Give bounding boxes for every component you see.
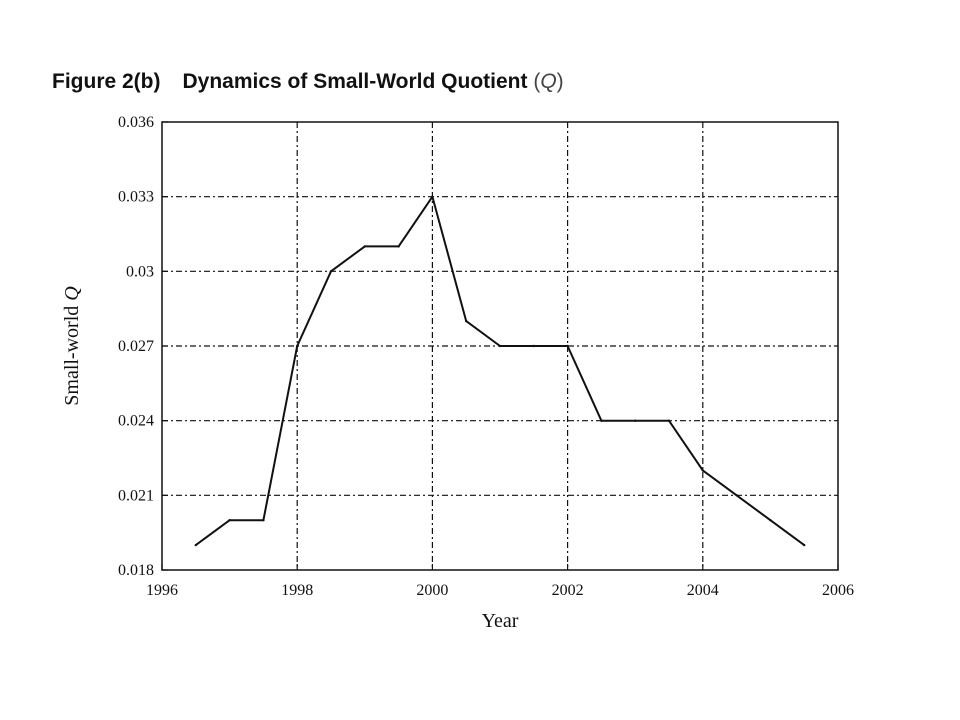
figure-number: Figure 2(b) — [52, 70, 161, 93]
x-tick-label: 2000 — [416, 582, 448, 599]
data-point — [329, 270, 333, 273]
y-tick-label: 0.027 — [118, 338, 154, 355]
figure-title-text: Dynamics of Small-World Quotient — [182, 70, 528, 93]
x-tick-label: 1998 — [281, 582, 313, 599]
data-point — [397, 245, 400, 248]
data-point — [634, 419, 637, 422]
series-line — [195, 195, 805, 546]
y-axis-label: Small-world Q — [61, 286, 83, 406]
data-point — [296, 344, 299, 348]
y-tick-label: 0.018 — [118, 562, 154, 579]
x-tick-label: 1996 — [146, 582, 178, 599]
y-tick-label: 0.033 — [118, 189, 154, 206]
data-point — [600, 419, 603, 422]
data-point — [667, 419, 671, 422]
data-point — [769, 519, 772, 522]
y-tick-label: 0.036 — [118, 114, 154, 131]
grid-layer — [162, 122, 838, 570]
y-tick-label: 0.03 — [126, 263, 154, 280]
labels-layer: 1996 1998 2000 2002 2004 2006 0.018 0.021 0.024 0… — [118, 114, 854, 599]
y-tick-label: 0.024 — [118, 413, 154, 430]
x-tick-label: 2004 — [687, 582, 719, 599]
x-tick-label: 2006 — [822, 582, 854, 599]
data-point — [735, 494, 738, 497]
y-tick-label: 0.021 — [118, 487, 154, 504]
x-axis-label: Year — [482, 610, 519, 632]
data-point — [194, 543, 197, 547]
data-point — [498, 344, 502, 348]
data-point — [228, 519, 231, 522]
data-point — [803, 543, 806, 547]
series-layer — [194, 195, 806, 547]
data-point — [465, 319, 468, 323]
x-tick-label: 2002 — [552, 582, 584, 599]
data-point — [566, 344, 569, 348]
data-point — [363, 245, 366, 248]
figure-title: Figure 2(b) Dynamics of Small-World Quoti… — [52, 70, 564, 94]
data-point — [701, 469, 704, 472]
data-point — [262, 519, 265, 522]
ticks-layer — [161, 121, 839, 571]
data-point — [532, 344, 535, 348]
data-point — [431, 195, 434, 198]
figure-title-symbol: (Q) — [533, 70, 564, 93]
